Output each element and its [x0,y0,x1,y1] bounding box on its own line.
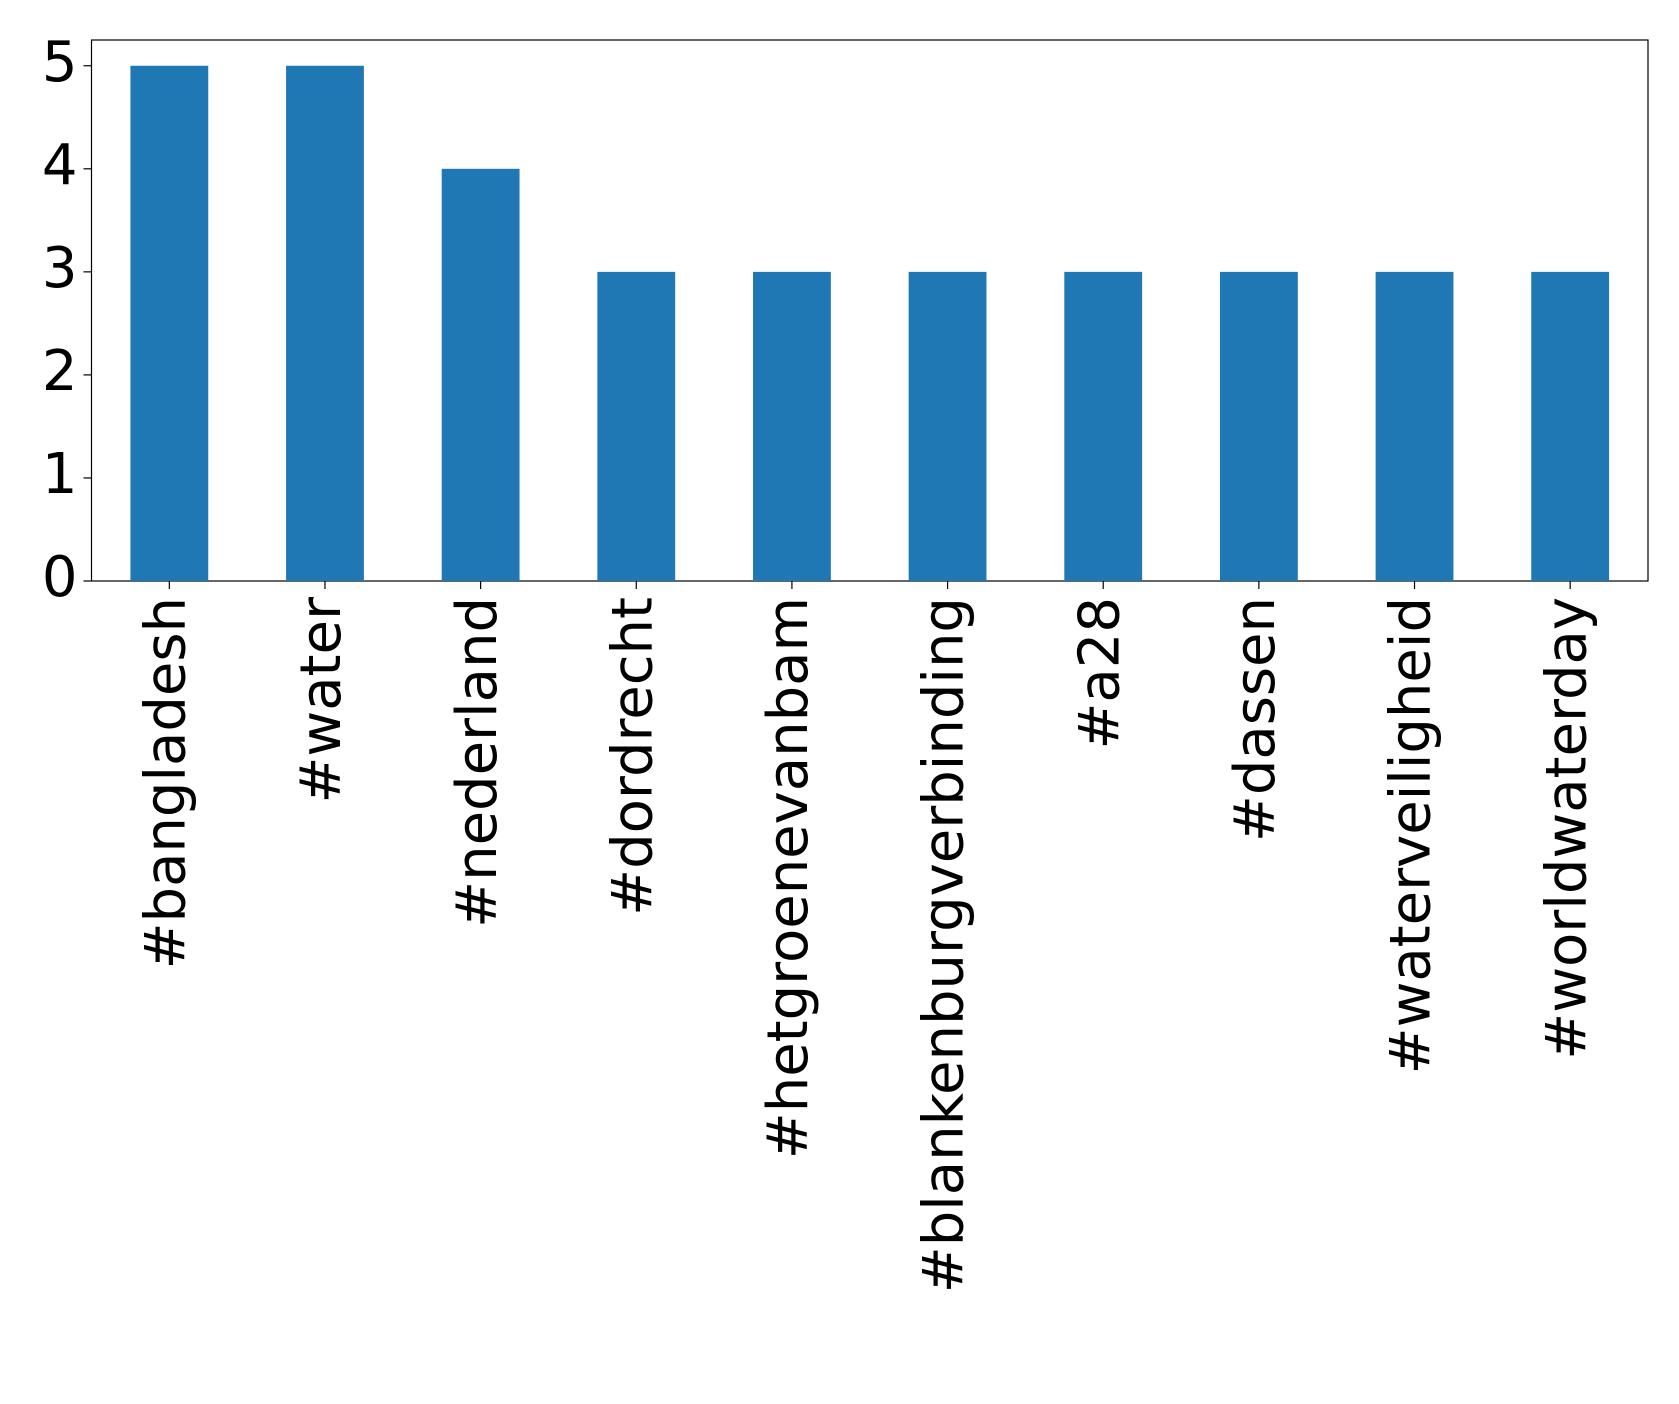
bar [441,168,520,582]
bar [753,271,831,581]
x-tick-label: #a28 [1067,597,1132,750]
x-tick-label: #dordrecht [600,597,665,916]
y-tick-label: 1 [42,442,78,507]
y-tick-label: 3 [42,236,78,301]
x-tick-label: #blankenburgverbinding [912,597,977,1293]
bar [1531,271,1610,581]
bar [130,65,209,581]
bar [1064,271,1143,581]
bar [1375,271,1454,581]
x-tick-label: #hetgroenevanbam [756,597,821,1159]
bar [286,65,364,581]
x-tick-label: #nederland [445,597,510,928]
y-tick-label: 0 [42,545,78,610]
x-tick-label: #waterveiligheid [1379,597,1444,1074]
x-tick-label: #worldwaterday [1534,597,1599,1060]
x-tick-label: #water [289,596,354,803]
x-tick-label: #dassen [1223,597,1288,842]
y-tick-label: 5 [42,30,78,95]
x-tick-label: #bangladesh [133,597,198,969]
y-tick-label: 4 [42,133,78,198]
bar [597,271,676,581]
bar [908,271,987,581]
plot-frame [90,39,1649,582]
y-tick-label: 2 [42,339,78,404]
bar [1219,271,1298,581]
